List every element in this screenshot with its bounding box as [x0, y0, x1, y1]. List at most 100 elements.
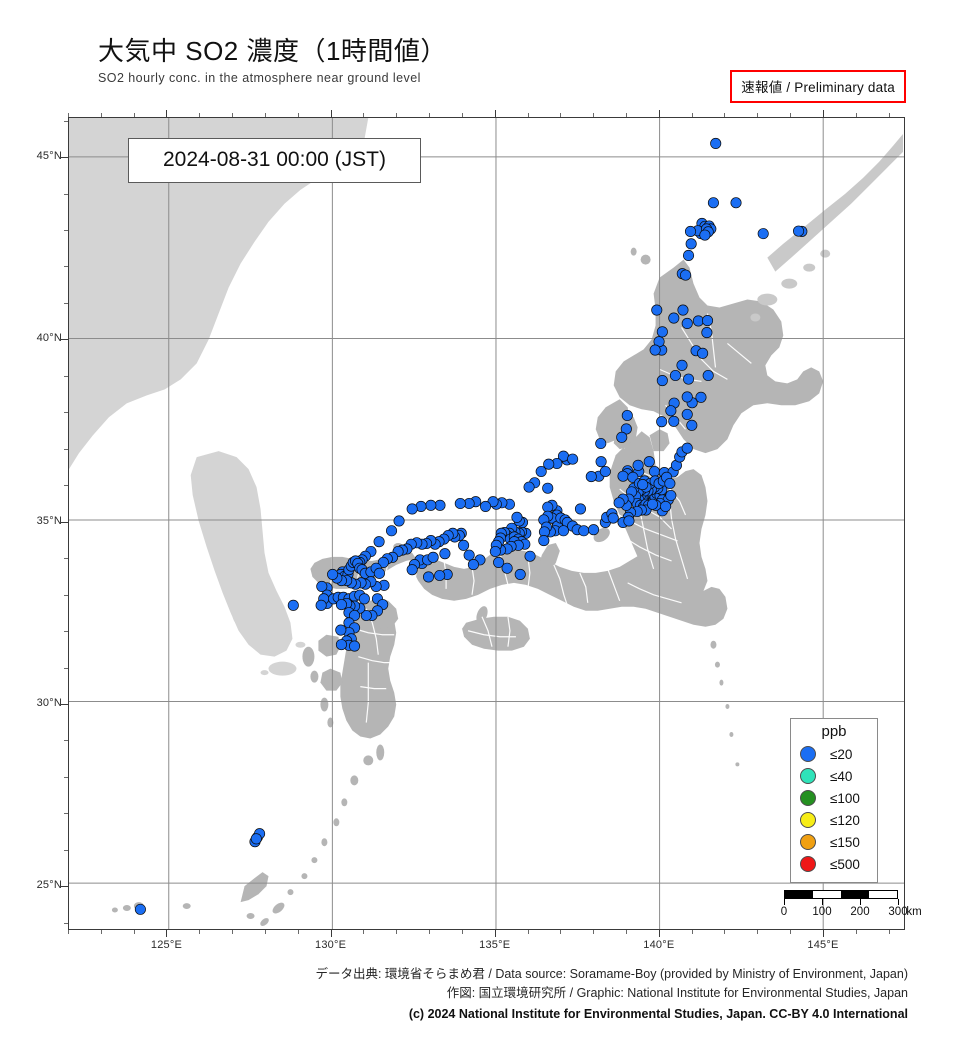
y-axis-minor-tick — [64, 193, 68, 195]
x-axis-minor-tick — [724, 930, 726, 934]
y-axis-minor-tick — [64, 776, 68, 778]
x-axis-minor-tick — [429, 930, 431, 934]
legend-item-label: ≤500 — [830, 856, 860, 872]
y-axis-minor-tick — [64, 302, 68, 304]
x-axis-top-tick — [593, 113, 595, 117]
y-axis-minor-tick — [64, 813, 68, 815]
scale-bar-ticks — [784, 899, 899, 905]
scale-unit-label: km — [906, 906, 922, 918]
station-point — [617, 470, 629, 482]
x-axis-top-tick — [363, 113, 365, 117]
station-point — [386, 525, 398, 537]
station-point — [538, 535, 550, 547]
station-point — [686, 419, 698, 431]
legend-item[interactable]: ≤20 — [791, 743, 877, 765]
y-axis-minor-tick — [64, 740, 68, 742]
scale-bar: 0 100 200 300 km — [781, 890, 936, 921]
legend-item[interactable]: ≤40 — [791, 765, 877, 787]
scale-segment — [813, 891, 841, 898]
legend-item[interactable]: ≤100 — [791, 787, 877, 809]
footer: データ出典: 環境省そらまめ君 / Data source: Soramame-… — [68, 965, 908, 1026]
legend-item-label: ≤20 — [830, 746, 853, 762]
legend-item[interactable]: ≤120 — [791, 809, 877, 831]
scale-segment — [841, 891, 869, 898]
station-point — [377, 556, 389, 568]
station-point — [701, 327, 713, 339]
station-point — [637, 479, 649, 491]
legend-item[interactable]: ≤500 — [791, 853, 877, 875]
station-point — [697, 347, 709, 359]
station-point — [681, 391, 693, 403]
station-point — [607, 512, 619, 524]
legend-title: ppb — [821, 723, 847, 740]
station-point — [479, 500, 492, 512]
x-axis-top-tick — [790, 113, 792, 117]
x-axis-tick — [658, 930, 660, 937]
legend: ppb ≤20 ≤40 ≤100 ≤120 ≤150 ≤500 — [790, 718, 878, 883]
x-axis-top-tick — [396, 113, 398, 117]
station-point — [393, 515, 405, 527]
station-point — [681, 442, 693, 454]
station-point — [514, 568, 526, 580]
x-axis-top-tick — [494, 110, 496, 117]
x-axis-tick-label: 145°E — [807, 939, 839, 951]
station-point — [656, 375, 668, 387]
scale-tick — [822, 899, 823, 905]
y-axis-minor-tick — [64, 375, 68, 377]
x-axis-minor-tick — [396, 930, 398, 934]
x-axis-tick — [494, 930, 496, 937]
x-axis-minor-tick — [855, 930, 857, 934]
y-axis-minor-tick — [64, 266, 68, 268]
station-point — [649, 344, 661, 356]
y-axis-tick-label: 35°N — [36, 514, 62, 527]
scale-tick-label: 300 — [888, 906, 908, 918]
x-axis-minor-tick — [363, 930, 365, 934]
legend-rows: ≤20 ≤40 ≤100 ≤120 ≤150 ≤500 — [791, 743, 877, 875]
x-axis-tick-label: 130°E — [315, 939, 347, 951]
station-point — [702, 369, 714, 382]
x-axis-minor-tick — [199, 930, 201, 934]
legend-color-swatch — [800, 790, 816, 806]
x-axis-top-tick — [429, 113, 431, 117]
x-axis-minor-tick — [593, 930, 595, 934]
legend-item[interactable]: ≤150 — [791, 831, 877, 853]
station-point — [651, 304, 663, 316]
y-axis-minor-tick — [64, 631, 68, 633]
scale-tick-label: 100 — [812, 906, 832, 918]
scale-tick — [784, 899, 785, 905]
x-axis-top-tick — [166, 110, 168, 117]
x-axis-top-tick — [888, 113, 890, 117]
station-point — [373, 567, 385, 579]
station-point — [535, 465, 547, 478]
station-point — [621, 409, 633, 422]
station-point — [699, 229, 711, 241]
x-axis-top-tick — [855, 113, 857, 117]
station-point — [406, 503, 418, 515]
preliminary-data-badge: 速報値 / Preliminary data — [730, 70, 906, 103]
scale-tick — [898, 899, 899, 905]
x-axis-minor-tick — [232, 930, 234, 934]
map-plot-area[interactable] — [68, 117, 905, 930]
x-axis-minor-tick — [527, 930, 529, 934]
station-point — [335, 639, 347, 651]
y-axis-tick-label: 45°N — [36, 150, 62, 163]
station-point — [423, 571, 435, 583]
station-point — [467, 559, 479, 571]
x-axis-minor-tick — [461, 930, 463, 934]
station-point — [710, 137, 722, 149]
y-axis-tick-label: 30°N — [36, 696, 62, 709]
x-axis-tick-label: 125°E — [150, 939, 183, 951]
x-axis-top-tick — [724, 113, 726, 117]
station-point — [730, 197, 742, 209]
x-axis-minor-tick — [626, 930, 627, 934]
station-point — [668, 415, 680, 427]
station-point — [427, 551, 439, 563]
x-axis-minor-tick — [68, 930, 69, 934]
station-points-layer — [134, 137, 808, 915]
legend-color-swatch — [800, 834, 816, 850]
x-axis-tick — [330, 930, 332, 937]
x-axis-top-tick — [68, 113, 69, 117]
y-axis-minor-tick — [64, 120, 68, 122]
station-point — [557, 525, 569, 537]
legend-item-label: ≤100 — [830, 790, 860, 806]
